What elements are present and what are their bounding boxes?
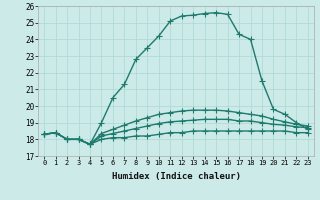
X-axis label: Humidex (Indice chaleur): Humidex (Indice chaleur) [111, 172, 241, 181]
